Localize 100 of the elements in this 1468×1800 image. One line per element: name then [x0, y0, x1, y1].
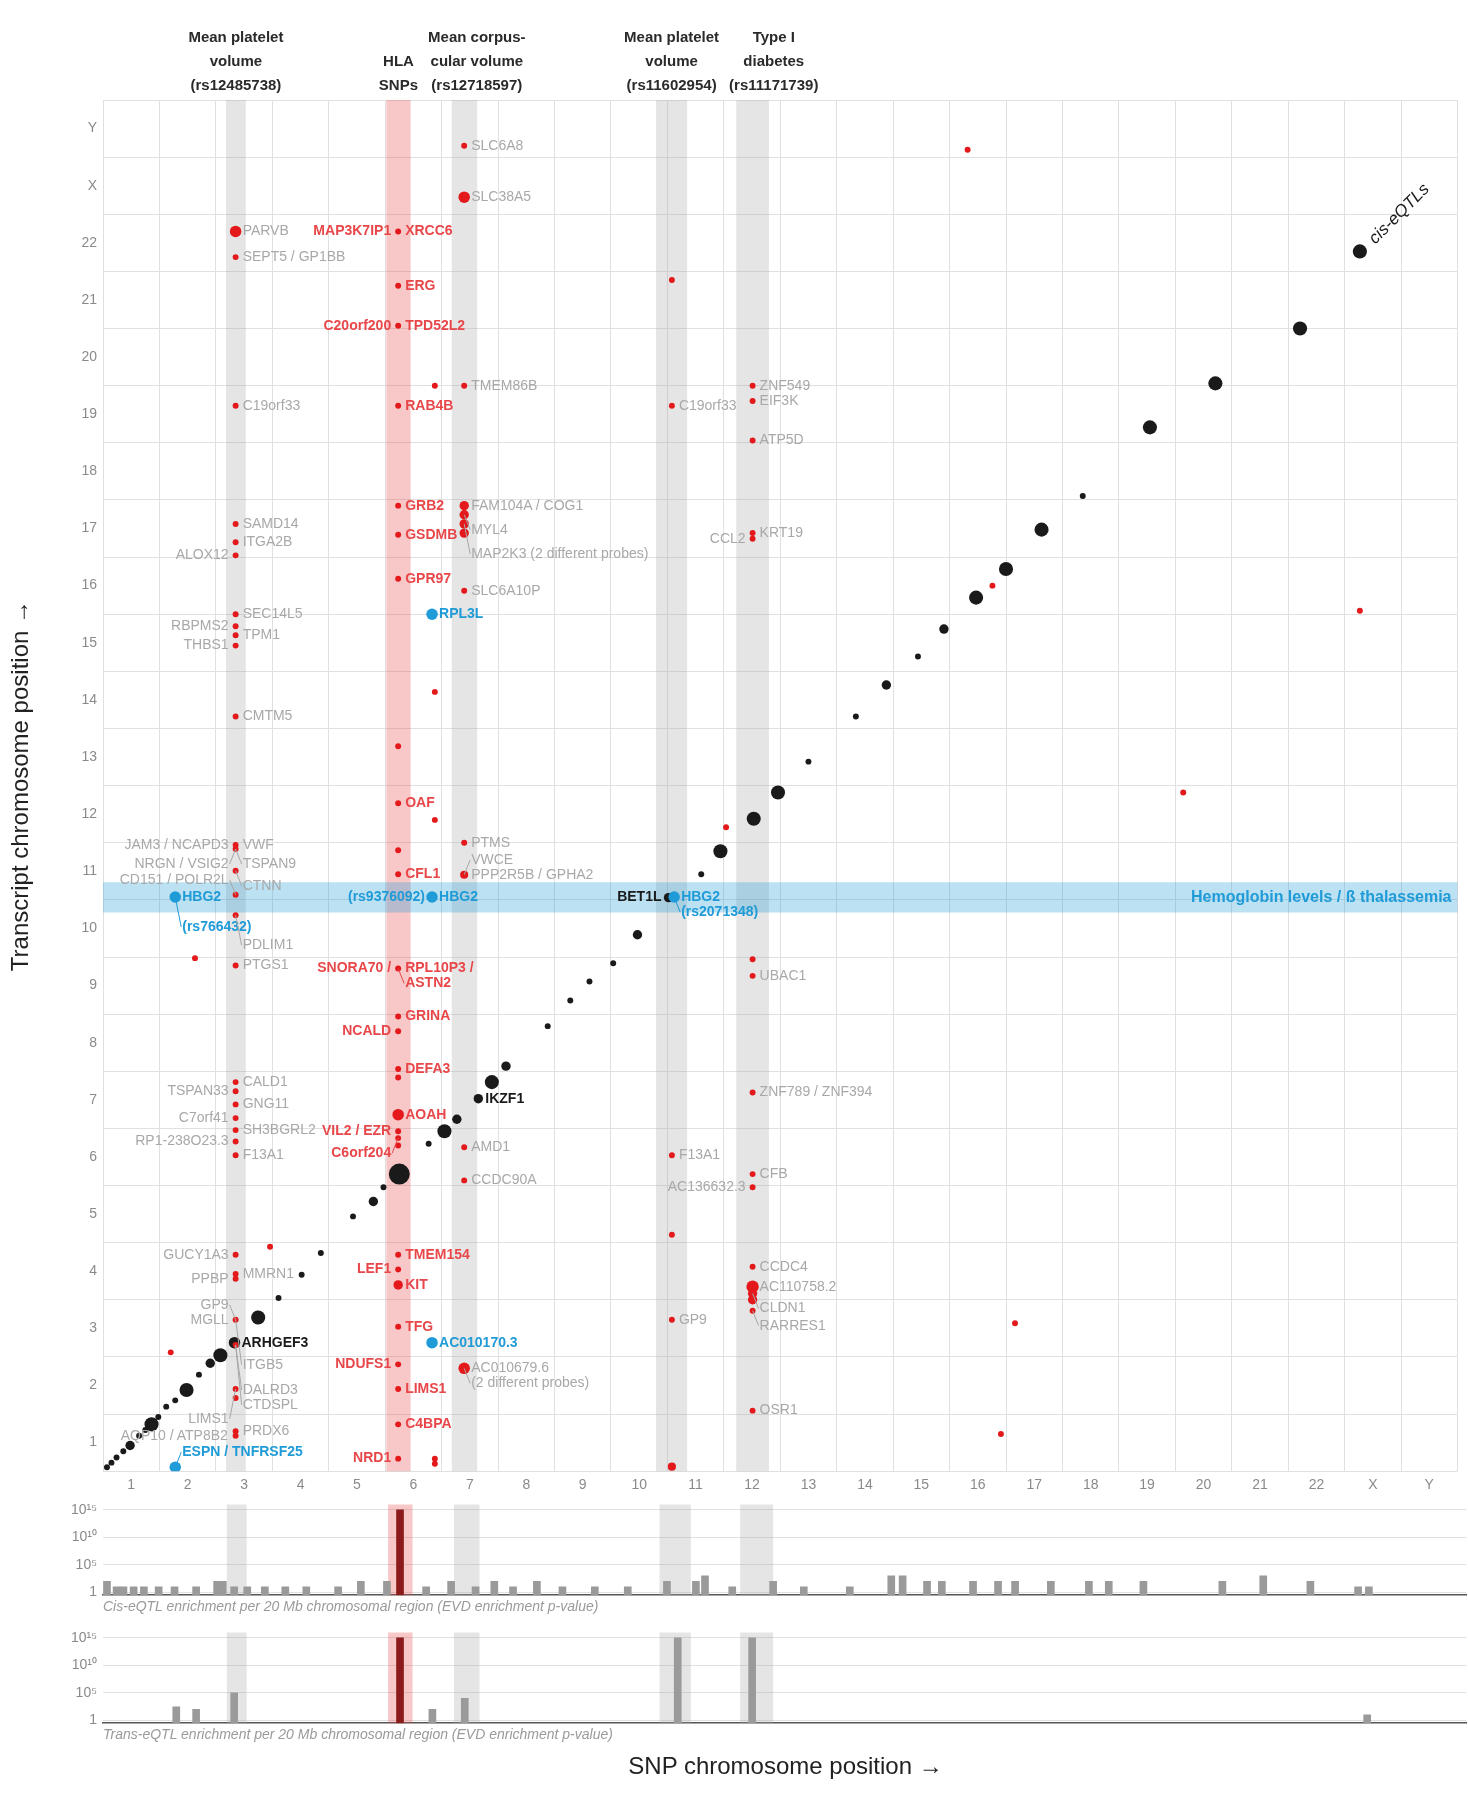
x-tick-label: 14: [857, 1476, 873, 1493]
x-axis-title: Cis-eQTL enrichment per 20 Mb chromosomal region (EVD enrichment p-value): [103, 1598, 599, 1615]
annotation: GP9: [200, 1295, 229, 1312]
y-tick-label: 16: [81, 576, 98, 593]
annotation: F13A1: [242, 1146, 285, 1163]
annotation: JAM3 / NCAPD3: [124, 835, 229, 852]
annotation: VWCE: [471, 850, 514, 867]
y-tick-label: 9: [89, 976, 98, 993]
annotation: MAP2K3 (2 different probes): [471, 544, 649, 561]
x-tick-label: 8: [522, 1476, 531, 1493]
y-tick-label: 8: [89, 1033, 98, 1050]
annotation: KRT19: [759, 523, 804, 540]
y-tick-label: 3: [89, 1319, 98, 1336]
annotation: GRB2: [405, 496, 445, 513]
x-tick-label: 13: [800, 1476, 817, 1493]
annotation: C4BPA: [405, 1415, 452, 1432]
annotation: CCDC4: [759, 1257, 809, 1274]
annotation: ZNF549: [759, 376, 811, 393]
x-tick-label: 20: [1195, 1476, 1212, 1493]
annotation: C19orf33: [678, 396, 737, 413]
annotation: F13A1: [678, 1146, 721, 1163]
annotation: (rs9376092): [347, 887, 426, 904]
x-tick-label: 9: [578, 1476, 587, 1493]
annotation: C7orf41: [178, 1108, 229, 1125]
y-tick-label: 14: [81, 690, 98, 707]
x-tick-label: 17: [1026, 1476, 1043, 1493]
annotation: ARHGEF3: [241, 1333, 309, 1350]
y-tick-label: 22: [81, 233, 98, 250]
x-axis-title: SNP chromosome position →: [627, 1752, 944, 1780]
x-tick-label: 3: [240, 1476, 249, 1493]
y-tick-label: X: [87, 176, 98, 193]
annotation: PRDX6: [242, 1422, 290, 1439]
annotation: UBAC1: [759, 966, 807, 983]
y-tick-label: 10¹⁵: [70, 1628, 97, 1645]
annotation: OSR1: [759, 1401, 798, 1418]
annotation: CMTM5: [242, 707, 293, 724]
annotation: IKZF1: [485, 1089, 525, 1106]
y-tick-label: 4: [89, 1262, 98, 1279]
annotation: AC010679.6: [471, 1359, 550, 1376]
y-tick-label: 1: [89, 1583, 98, 1600]
annotation: ITGA2B: [242, 533, 293, 550]
annotation: ATP5D: [759, 431, 804, 448]
annotation: AC110758.2: [759, 1277, 837, 1294]
annotation: DEFA3: [405, 1059, 451, 1076]
y-tick-label: 5: [89, 1204, 98, 1221]
annotation: GPR97: [405, 569, 452, 586]
annotation: ESPN / TNFRSF25: [182, 1443, 304, 1460]
annotation: FAM104A / COG1: [471, 496, 584, 513]
annotation: NDUFS1: [335, 1355, 392, 1372]
annotation: SEC14L5: [242, 605, 303, 622]
annotation: (rs2071348): [681, 902, 759, 919]
annotation: TSPAN33: [167, 1082, 229, 1099]
band-label: Mean platelet volume (rs11602954): [624, 28, 720, 94]
annotation: CCDC90A: [471, 1171, 538, 1188]
annotation: NCALD: [342, 1022, 392, 1039]
y-axis-title: Transcript chromosome position →: [6, 599, 34, 972]
annotation: NRGN / VSIG2: [134, 854, 229, 871]
x-tick-label: 10: [631, 1476, 648, 1493]
annotation: MAP3K7IP1: [313, 222, 392, 239]
annotation: TMEM154: [405, 1245, 470, 1262]
annotation: (rs766432): [182, 917, 252, 934]
x-tick-label: 1: [127, 1476, 136, 1493]
annotation: KIT: [405, 1275, 429, 1292]
annotation: MYL4: [471, 520, 508, 537]
annotation: CALD1: [242, 1072, 288, 1089]
annotation: DALRD3: [242, 1380, 299, 1397]
annotation: RP1-238O23.3: [135, 1132, 229, 1149]
annotation: CTDSPL: [242, 1395, 299, 1412]
annotation: VIL2 / EZR: [321, 1122, 392, 1139]
annotation: EIF3K: [759, 391, 800, 408]
annotation: MGLL: [190, 1310, 229, 1327]
band-label: Mean platelet volume (rs12485738): [188, 28, 284, 94]
y-tick-label: 17: [81, 519, 98, 536]
annotation: THBS1: [183, 636, 229, 653]
x-tick-label: 21: [1252, 1476, 1268, 1493]
x-tick-label: 15: [913, 1476, 930, 1493]
annotation: TMEM86B: [471, 376, 538, 393]
x-axis-title: Trans-eQTL enrichment per 20 Mb chromosomal region (EVD enrichment p-value): [103, 1726, 613, 1743]
y-tick-label: 1: [89, 1433, 98, 1450]
y-tick-label: 7: [89, 1090, 98, 1107]
annotation: MMRN1: [242, 1264, 295, 1281]
annotation: AMD1: [471, 1138, 511, 1155]
x-tick-label: 5: [353, 1476, 362, 1493]
band-label: HLA SNPs: [378, 52, 419, 94]
annotation: GRINA: [405, 1007, 451, 1024]
annotation: TPM1: [242, 626, 281, 643]
y-tick-label: 10¹⁵: [70, 1500, 97, 1517]
annotation: SNORA70 /: [317, 959, 392, 976]
annotation: CD151 / POLR2L: [119, 870, 229, 887]
annotation: RAB4B: [405, 396, 454, 413]
y-tick-label: 10¹⁰: [71, 1656, 97, 1673]
annotation: BET1L: [617, 888, 662, 905]
annotation: C6orf204: [331, 1143, 392, 1160]
annotation: RBPMS2: [171, 617, 229, 634]
annotation: ASTN2: [405, 974, 452, 991]
annotation: PPBP: [191, 1269, 229, 1286]
y-tick-label: 2: [89, 1376, 98, 1393]
annotation: AOAH: [405, 1105, 447, 1122]
annotation: TSPAN9: [242, 854, 297, 871]
annotation: NRD1: [353, 1449, 392, 1466]
